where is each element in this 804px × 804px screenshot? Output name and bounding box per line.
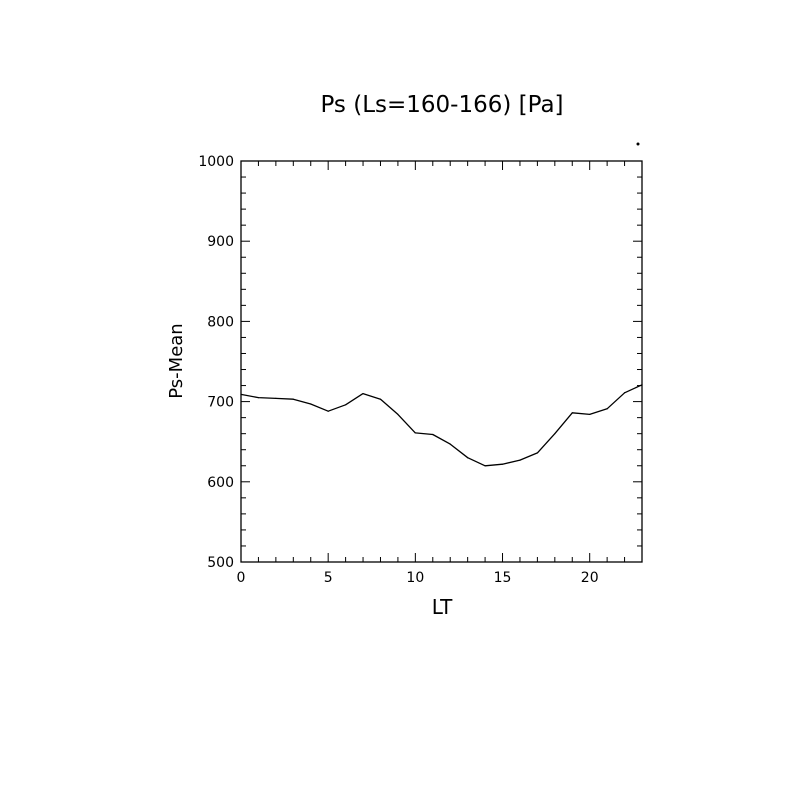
data-point bbox=[484, 465, 486, 467]
data-point bbox=[519, 459, 521, 461]
data-point bbox=[501, 463, 504, 465]
data-point bbox=[467, 457, 469, 459]
data-point bbox=[554, 433, 556, 435]
y-axis-label: Ps-Mean bbox=[166, 323, 187, 398]
chart-title: Ps (Ls=160-166) [Pa] bbox=[320, 92, 563, 118]
data-point bbox=[310, 403, 312, 405]
data-point bbox=[536, 452, 538, 454]
data-point bbox=[379, 398, 382, 400]
data-series bbox=[240, 384, 643, 467]
data-point bbox=[240, 393, 242, 395]
data-point bbox=[571, 412, 573, 414]
data-point bbox=[623, 392, 626, 394]
data-point bbox=[275, 397, 277, 399]
x-tick-label: 5 bbox=[324, 570, 333, 586]
x-axis-label: LT bbox=[432, 595, 453, 619]
data-point bbox=[362, 392, 364, 395]
series-line bbox=[240, 384, 643, 467]
y-tick-label: 1000 bbox=[198, 154, 234, 170]
y-tick-label: 800 bbox=[207, 314, 234, 330]
tick-labels: 0 5 10 15 20 500 600 700 800 900 1000 bbox=[198, 154, 598, 586]
data-point bbox=[432, 433, 434, 436]
y-tick-label: 700 bbox=[207, 395, 234, 411]
y-tick-label: 600 bbox=[207, 475, 234, 491]
data-point bbox=[345, 404, 347, 406]
data-point bbox=[292, 398, 294, 400]
x-tick-label: 20 bbox=[581, 570, 599, 586]
data-point bbox=[327, 410, 329, 412]
x-tick-label: 10 bbox=[406, 570, 424, 586]
data-point bbox=[641, 384, 643, 386]
data-point bbox=[257, 396, 260, 399]
corner-dot bbox=[636, 142, 640, 146]
axis-ticks bbox=[240, 160, 643, 563]
data-point bbox=[606, 408, 608, 410]
plot-border bbox=[240, 160, 643, 563]
y-tick-label: 500 bbox=[207, 555, 234, 571]
data-point bbox=[589, 413, 591, 416]
x-tick-label: 0 bbox=[237, 570, 246, 586]
data-point bbox=[449, 443, 451, 445]
plot-frame bbox=[240, 160, 643, 563]
data-point bbox=[397, 413, 399, 416]
y-tick-label: 900 bbox=[207, 234, 234, 250]
x-tick-label: 15 bbox=[494, 570, 512, 586]
data-point bbox=[414, 432, 416, 434]
